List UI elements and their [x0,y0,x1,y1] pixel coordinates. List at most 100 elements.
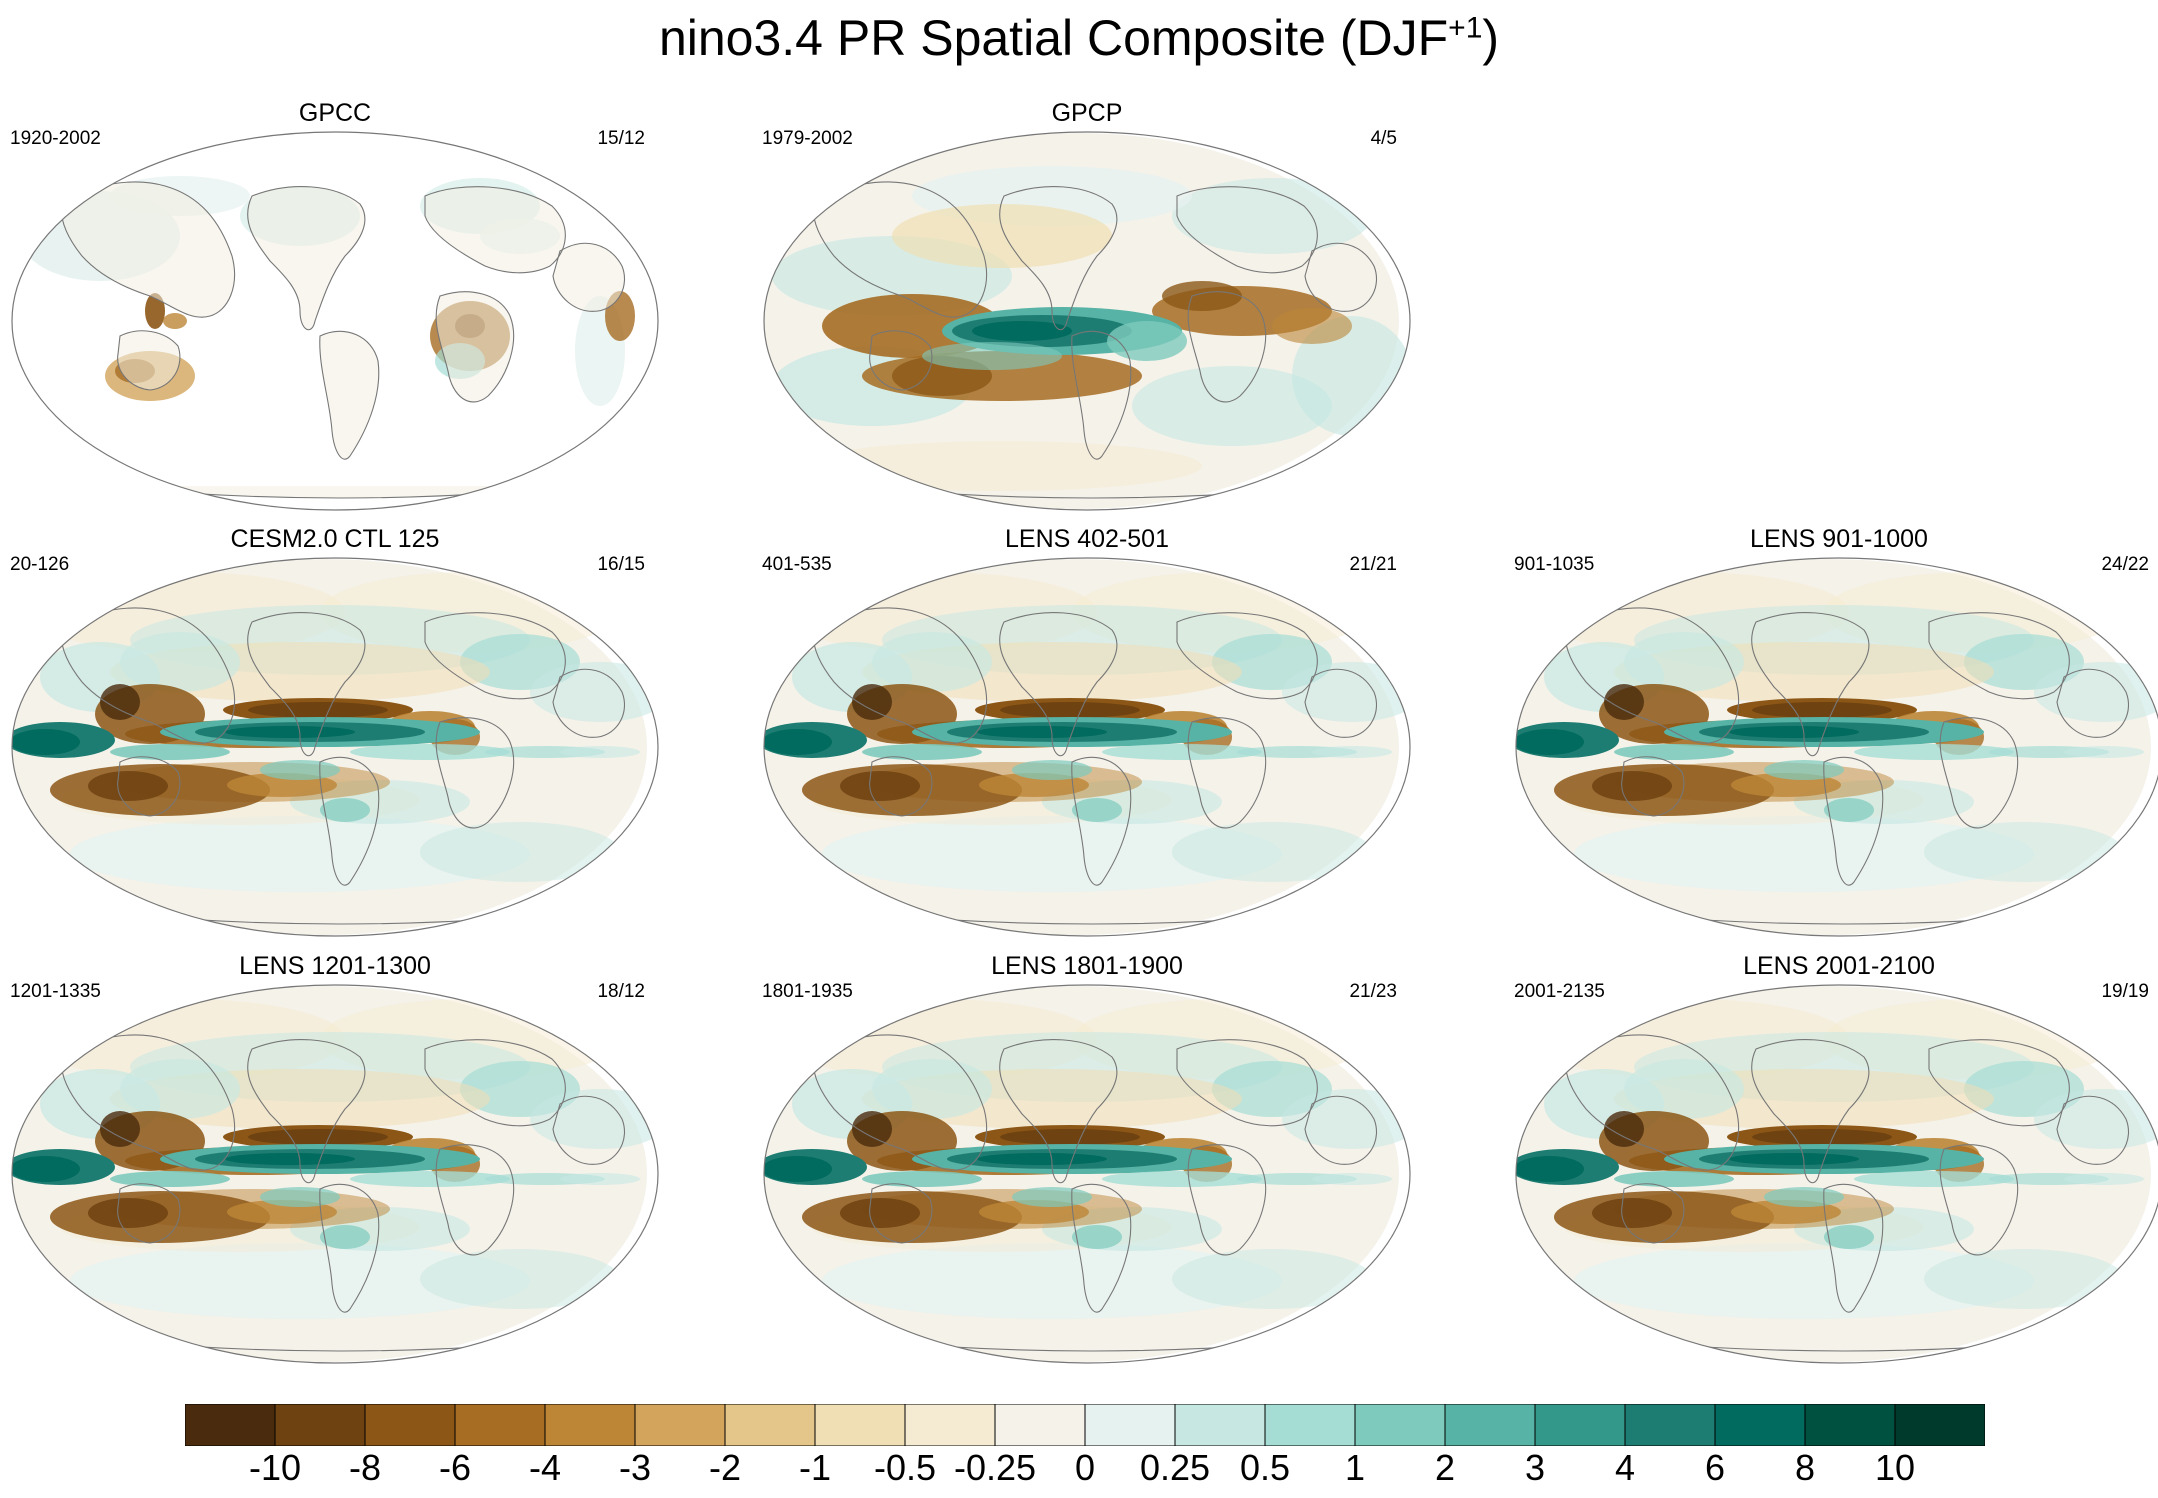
anomaly-contour [1624,632,1744,692]
coastline [999,612,1118,757]
anomaly-contour [420,1249,620,1309]
coastline [552,1095,626,1165]
colorbar-swatch [634,1404,726,1446]
colorbar-tick-label: -8 [348,1447,382,1488]
panel-ratio: 21/21 [1349,554,1397,575]
panel-period: 1201-1335 [10,981,101,1002]
anomaly-contour [802,441,1202,491]
colorbar-tick-label: 0.5 [1239,1447,1291,1488]
colorbar-tick-label: 2 [1434,1447,1456,1488]
coastline [117,756,181,817]
coastline [1304,668,1378,738]
anomaly-contour [225,1153,355,1165]
panel-ratio: 24/22 [2101,554,2149,575]
coastline [1071,330,1132,460]
coastline [319,1183,380,1313]
anomaly-contour [70,816,530,892]
coastline [1071,756,1132,886]
panel-period: 401-535 [762,554,832,575]
coastline [2056,1095,2130,1165]
anomaly-field [12,132,658,510]
land-area [117,330,180,390]
coastline [869,756,933,817]
anomaly-contour [1729,1153,1859,1165]
panel-period: 20-126 [10,554,70,575]
anomaly-contour [1107,321,1187,361]
figure-title-text: nino3.4 PR Spatial Composite (DJF [658,10,1449,66]
anomaly-contour [1172,822,1372,882]
coastline [1304,242,1378,312]
anomaly-contour [248,1129,388,1145]
anomaly-contour [1924,1249,2124,1309]
coastline [117,1183,181,1244]
panel-title: LENS 1201-1300 [239,952,431,980]
anomaly-contour [1752,702,1892,718]
anomaly-contour [88,1198,168,1228]
panel-title: LENS 402-501 [1004,525,1169,553]
colorbar-swatch [724,1404,816,1446]
anomaly-contour [1614,1171,1734,1187]
map-border [1515,984,2158,1364]
panel-ratio: 19/19 [2101,981,2149,1002]
panel-ratio: 21/23 [1349,981,1397,1002]
panel-ratio: 16/15 [597,554,645,575]
colorbar-tick-label: -1 [798,1447,832,1488]
coastline [435,1144,515,1256]
map-panel-lens-901-1000: LENS 901-1000 901-1035 24/22 [1504,524,2158,939]
map-panel-lens-1201-1300: LENS 1201-1300 1201-1335 18/12 [0,951,670,1366]
anomaly-field [764,559,1410,935]
coastline [1928,612,2070,700]
coastline [552,242,626,312]
anomaly-contour [1854,744,2014,760]
anomaly-contour [852,1111,892,1147]
land-area [247,186,365,330]
colorbar-tick-label: 0.25 [1139,1447,1211,1488]
anomaly-contour [1764,1187,1844,1207]
map-border [1515,557,2158,937]
map-panel-lens-1801-1900: LENS 1801-1900 1801-1935 21/23 [752,951,1422,1366]
anomaly-contour [1102,744,1262,760]
panel-period: 1920-2002 [10,128,101,149]
figure-title-close: ) [1482,10,1500,66]
coastline [424,186,566,274]
colorbar-swatch [994,1404,1086,1446]
anomaly-contour [100,1111,140,1147]
anomaly-contour [560,1173,640,1185]
colorbar-tick-label: 0 [1074,1447,1096,1488]
colorbar-swatch [1804,1404,1896,1446]
map-border [763,984,1411,1364]
colorbar-swatch [814,1404,906,1446]
anomaly-contour [840,771,920,801]
anomaly-contour [1012,760,1092,780]
coastline [1823,1183,1884,1313]
anomaly-contour [1764,760,1844,780]
panel-period: 901-1035 [1514,554,1595,575]
anomaly-contour [892,204,1112,268]
anomaly-contour [145,293,165,329]
anomaly-contour [1000,702,1140,718]
anomaly-contour [260,1187,340,1207]
anomaly-contour [1012,1187,1092,1207]
colorbar-swatch [1714,1404,1806,1446]
coastline [1823,756,1884,886]
map-border [11,131,659,511]
world-map [11,131,659,511]
anomaly-contour [88,771,168,801]
coastline [319,330,380,460]
land-area [100,486,580,498]
colorbar-tick-label: 3 [1524,1447,1546,1488]
colorbar-swatch [1354,1404,1446,1446]
panel-title: LENS 1801-1900 [991,952,1183,980]
coastline [552,668,626,738]
coastline [999,1039,1118,1184]
anomaly-contour [560,746,640,758]
coastline [1564,1034,1740,1171]
map-border [11,557,659,937]
coastline [435,717,515,829]
coastline [1928,1039,2070,1127]
coastline [424,1039,566,1127]
anomaly-contour [110,1171,230,1187]
anomaly-field [12,559,658,935]
anomaly-contour [1312,746,1392,758]
coastline [1939,717,2019,829]
